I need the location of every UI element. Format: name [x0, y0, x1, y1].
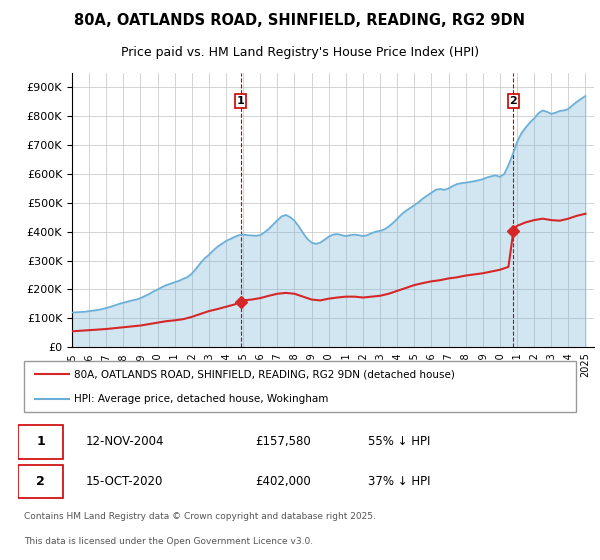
Text: £402,000: £402,000 [255, 475, 311, 488]
Text: 55% ↓ HPI: 55% ↓ HPI [368, 435, 430, 449]
Text: 2: 2 [36, 475, 45, 488]
Text: 15-OCT-2020: 15-OCT-2020 [86, 475, 163, 488]
Text: This data is licensed under the Open Government Licence v3.0.: This data is licensed under the Open Gov… [23, 537, 313, 547]
Text: 1: 1 [237, 96, 245, 106]
FancyBboxPatch shape [18, 425, 63, 459]
Text: 12-NOV-2004: 12-NOV-2004 [86, 435, 164, 449]
Text: 37% ↓ HPI: 37% ↓ HPI [368, 475, 430, 488]
Text: 80A, OATLANDS ROAD, SHINFIELD, READING, RG2 9DN (detached house): 80A, OATLANDS ROAD, SHINFIELD, READING, … [74, 369, 455, 379]
Text: 80A, OATLANDS ROAD, SHINFIELD, READING, RG2 9DN: 80A, OATLANDS ROAD, SHINFIELD, READING, … [74, 13, 526, 28]
Text: 1: 1 [36, 435, 45, 449]
Text: Price paid vs. HM Land Registry's House Price Index (HPI): Price paid vs. HM Land Registry's House … [121, 46, 479, 59]
Text: 2: 2 [509, 96, 517, 106]
Text: HPI: Average price, detached house, Wokingham: HPI: Average price, detached house, Woki… [74, 394, 329, 404]
Text: Contains HM Land Registry data © Crown copyright and database right 2025.: Contains HM Land Registry data © Crown c… [23, 512, 376, 521]
Text: £157,580: £157,580 [255, 435, 311, 449]
FancyBboxPatch shape [23, 361, 577, 412]
FancyBboxPatch shape [18, 465, 63, 498]
